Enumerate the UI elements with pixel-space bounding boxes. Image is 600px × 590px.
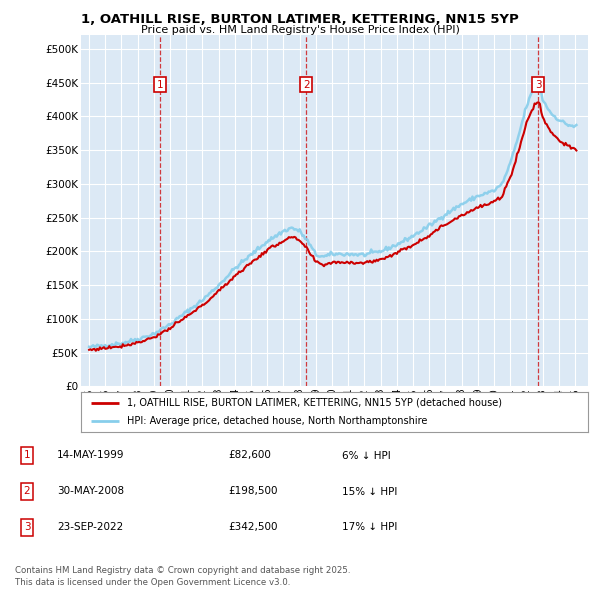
Text: 6% ↓ HPI: 6% ↓ HPI xyxy=(342,451,391,460)
Text: Contains HM Land Registry data © Crown copyright and database right 2025.
This d: Contains HM Land Registry data © Crown c… xyxy=(15,566,350,587)
Text: 2: 2 xyxy=(23,487,31,496)
Text: 23-SEP-2022: 23-SEP-2022 xyxy=(57,523,123,532)
Text: 3: 3 xyxy=(23,523,31,532)
Text: 1: 1 xyxy=(157,80,163,90)
Text: Price paid vs. HM Land Registry's House Price Index (HPI): Price paid vs. HM Land Registry's House … xyxy=(140,25,460,35)
Text: HPI: Average price, detached house, North Northamptonshire: HPI: Average price, detached house, Nort… xyxy=(127,416,427,426)
Text: 1, OATHILL RISE, BURTON LATIMER, KETTERING, NN15 5YP: 1, OATHILL RISE, BURTON LATIMER, KETTERI… xyxy=(81,13,519,26)
Text: 1, OATHILL RISE, BURTON LATIMER, KETTERING, NN15 5YP (detached house): 1, OATHILL RISE, BURTON LATIMER, KETTERI… xyxy=(127,398,502,408)
Text: 2: 2 xyxy=(303,80,310,90)
Text: 1: 1 xyxy=(23,451,31,460)
Text: £198,500: £198,500 xyxy=(228,487,277,496)
Text: 14-MAY-1999: 14-MAY-1999 xyxy=(57,451,125,460)
Text: 3: 3 xyxy=(535,80,541,90)
Text: 30-MAY-2008: 30-MAY-2008 xyxy=(57,487,124,496)
Text: £342,500: £342,500 xyxy=(228,523,277,532)
Text: £82,600: £82,600 xyxy=(228,451,271,460)
Text: 17% ↓ HPI: 17% ↓ HPI xyxy=(342,523,397,532)
Text: 15% ↓ HPI: 15% ↓ HPI xyxy=(342,487,397,496)
